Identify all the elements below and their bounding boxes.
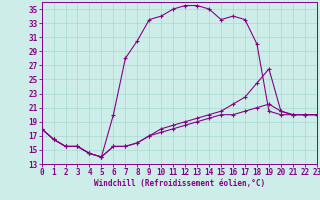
X-axis label: Windchill (Refroidissement éolien,°C): Windchill (Refroidissement éolien,°C) (94, 179, 265, 188)
